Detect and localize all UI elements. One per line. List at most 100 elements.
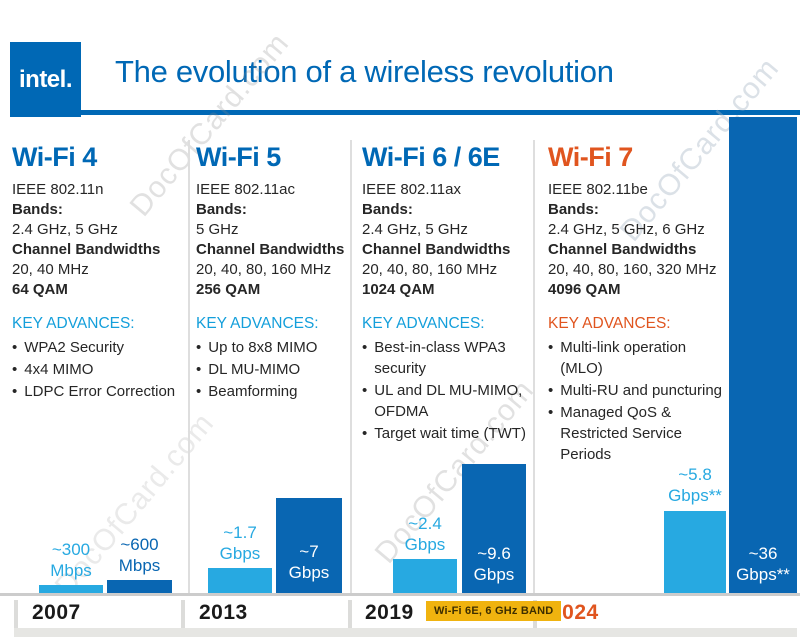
bar-unit: Mbps [50, 561, 92, 580]
list-item: • Beamforming [196, 381, 348, 402]
bar-unit: Mbps [118, 556, 161, 575]
bullet-icon: • [12, 339, 18, 356]
wifi6-bandwidth-label: Channel Bandwidths [362, 241, 511, 258]
timeline-tick [348, 600, 352, 631]
wifi6-key-advances-label: KEY ADVANCES: [362, 315, 485, 332]
wifi5-standard: IEEE 802.11ac [196, 181, 295, 198]
bar-value: ~36 [748, 544, 778, 563]
wifi4-standard: IEEE 802.11n [12, 181, 104, 198]
list-item-text: Beamforming [208, 383, 298, 400]
year-2024: 2024 [550, 601, 599, 624]
list-item: • DL MU-MIMO [196, 359, 348, 380]
list-item: • Managed QoS & Restricted Service Period… [548, 402, 724, 465]
list-item: • UL and DL MU-MIMO, OFDMA [362, 380, 532, 422]
column-wifi4: Wi-Fi 4 IEEE 802.11n Bands: 2.4 GHz, 5 G… [12, 142, 184, 402]
wifi4-key-advances-label: KEY ADVANCES: [12, 315, 135, 332]
bullet-icon: • [362, 339, 368, 356]
column-wifi5: Wi-Fi 5 IEEE 802.11ac Bands: 5 GHz Chann… [196, 142, 348, 402]
bar-value: ~1.7 [223, 523, 257, 542]
list-item: • Multi-RU and puncturing [548, 380, 724, 401]
wifi7-bandwidth-label: Channel Bandwidths [548, 241, 697, 258]
list-item-text: Up to 8x8 MIMO [208, 339, 318, 356]
wifi5-key-advances-list: • Up to 8x8 MIMO • DL MU-MIMO • Beamforming [196, 337, 348, 402]
bullet-icon: • [548, 404, 554, 421]
timeline-strip [14, 628, 797, 637]
wifi7-qam: 4096 QAM [548, 281, 621, 298]
year-2019: 2019 [365, 601, 414, 624]
bullet-icon: • [362, 382, 368, 399]
wifi6e-band-badge: Wi-Fi 6E, 6 GHz BAND [426, 601, 562, 621]
bar-label-wifi6-dark: ~9.6 Gbps [462, 543, 526, 585]
list-item-text: LDPC Error Correction [24, 383, 176, 400]
list-item-text: Best-in-class WPA3 security [374, 339, 506, 377]
wifi6-bands-label: Bands: [362, 201, 413, 218]
bullet-icon: • [12, 383, 18, 400]
wifi4-key-advances-list: • WPA2 Security • 4x4 MIMO • LDPC Error Cor… [12, 337, 184, 402]
timeline-tick [181, 600, 185, 631]
wifi6-bandwidths: 20, 40, 80, 160 MHz [362, 261, 498, 278]
bar-wifi6-light [393, 559, 457, 593]
intel-logo-text: intel. [18, 65, 73, 93]
year-2007: 2007 [32, 601, 81, 624]
timeline-tick [14, 600, 18, 631]
intel-logo: intel. [10, 42, 81, 117]
wifi5-bands: 5 GHz [196, 221, 239, 238]
year-2013: 2013 [199, 601, 248, 624]
bar-label-wifi7-dark: ~36 Gbps** [729, 543, 797, 585]
bullet-icon: • [196, 383, 202, 400]
bar-label-wifi4-light: ~300 Mbps [39, 539, 103, 581]
column-wifi6: Wi-Fi 6 / 6E IEEE 802.11ax Bands: 2.4 GH… [362, 142, 532, 444]
wifi6-bands: 2.4 GHz, 5 GHz [362, 221, 468, 238]
bar-wifi7-dark [729, 117, 797, 593]
wifi4-bands-label: Bands: [12, 201, 63, 218]
bullet-icon: • [196, 339, 202, 356]
list-item-text: Multi-RU and puncturing [560, 382, 723, 399]
bar-unit: Gbps [288, 563, 330, 582]
wifi6-standard: IEEE 802.11ax [362, 181, 461, 198]
wifi4-bandwidths: 20, 40 MHz [12, 261, 89, 278]
list-item: • Up to 8x8 MIMO [196, 337, 348, 358]
wifi4-qam: 64 QAM [12, 281, 68, 298]
bar-unit: Gbps [473, 565, 515, 584]
list-item-text: WPA2 Security [24, 339, 125, 356]
bar-wifi4-dark [107, 580, 172, 593]
wifi5-key-advances-label: KEY ADVANCES: [196, 315, 319, 332]
bar-value: ~7 [299, 542, 319, 561]
bullet-icon: • [12, 361, 18, 378]
list-item: • 4x4 MIMO [12, 359, 184, 380]
column-divider [533, 140, 535, 593]
column-divider [188, 140, 190, 593]
bar-unit: Gbps [219, 544, 261, 563]
bar-wifi6-dark [462, 464, 526, 593]
column-wifi7: Wi-Fi 7 IEEE 802.11be Bands: 2.4 GHz, 5 … [548, 142, 724, 465]
wifi7-key-advances-list: • Multi-link operation (MLO) • Multi-RU an… [548, 337, 724, 465]
bullet-icon: • [196, 361, 202, 378]
bar-value: ~600 [120, 535, 159, 554]
wifi5-bands-label: Bands: [196, 201, 247, 218]
wifi5-qam: 256 QAM [196, 281, 261, 298]
wifi4-bandwidth-label: Channel Bandwidths [12, 241, 161, 258]
column-divider [350, 140, 352, 593]
list-item: • Multi-link operation (MLO) [548, 337, 724, 379]
wifi6-qam: 1024 QAM [362, 281, 435, 298]
timeline-baseline [0, 593, 800, 596]
bullet-icon: • [548, 339, 554, 356]
bar-label-wifi6-light: ~2.4 Gbps [393, 513, 457, 555]
bar-value: ~300 [51, 540, 91, 559]
wifi5-bandwidth-label: Channel Bandwidths [196, 241, 345, 258]
bar-unit: Gbps** [736, 565, 790, 584]
wifi6-key-advances-list: • Best-in-class WPA3 security • UL and DL … [362, 337, 532, 444]
bar-value: ~2.4 [408, 514, 442, 533]
bar-wifi5-dark [276, 498, 342, 593]
list-item-text: Target wait time (TWT) [374, 425, 526, 442]
wifi7-standard: IEEE 802.11be [548, 181, 648, 198]
bullet-icon: • [362, 425, 368, 442]
bar-value: ~5.8 [678, 465, 712, 484]
bar-label-wifi5-dark: ~7 Gbps [276, 541, 342, 583]
list-item-text: Managed QoS & Restricted Service Periods [560, 404, 682, 463]
wifi5-bandwidths: 20, 40, 80, 160 MHz [196, 261, 332, 278]
wifi7-title: Wi-Fi 7 [548, 142, 633, 172]
wifi7-key-advances-label: KEY ADVANCES: [548, 315, 671, 332]
bar-label-wifi4-dark: ~600 Mbps [107, 534, 172, 576]
